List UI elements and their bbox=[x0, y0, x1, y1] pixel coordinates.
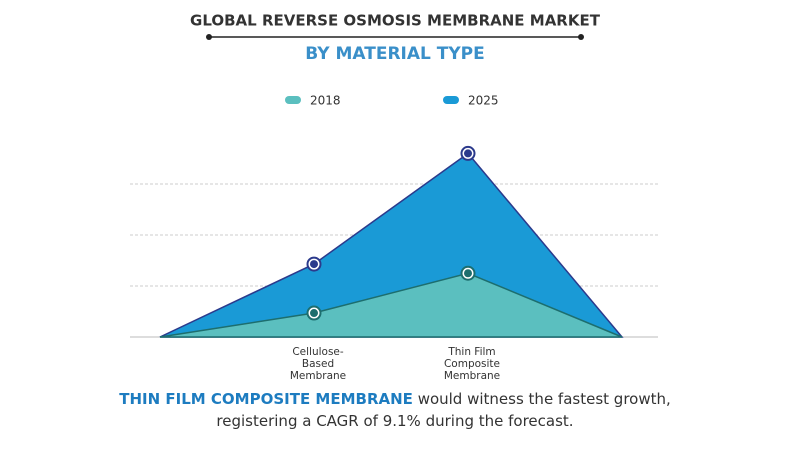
rule-dot bbox=[578, 34, 584, 40]
x-tick-label: Cellulose-Based Membrane bbox=[289, 346, 347, 382]
annotation-text: would witness the fastest growth, regist… bbox=[216, 390, 671, 430]
rule-dot bbox=[206, 34, 212, 40]
point-core bbox=[310, 309, 318, 318]
point-core bbox=[310, 260, 318, 269]
chart-title: GLOBAL REVERSE OSMOSIS MEMBRANE MARKET bbox=[190, 12, 601, 30]
x-tick-label: Thin Film Composite Membrane bbox=[443, 346, 501, 382]
legend-swatch bbox=[285, 96, 301, 104]
point-core bbox=[464, 149, 472, 158]
annotation: THIN FILM COMPOSITE MEMBRANE would witne… bbox=[95, 388, 695, 432]
annotation-highlight: THIN FILM COMPOSITE MEMBRANE bbox=[119, 390, 413, 408]
point-core bbox=[464, 269, 472, 278]
legend-label: 2025 bbox=[468, 94, 499, 108]
legend-swatch bbox=[443, 96, 459, 104]
chart-subtitle: BY MATERIAL TYPE bbox=[305, 44, 485, 64]
legend-label: 2018 bbox=[310, 94, 341, 108]
